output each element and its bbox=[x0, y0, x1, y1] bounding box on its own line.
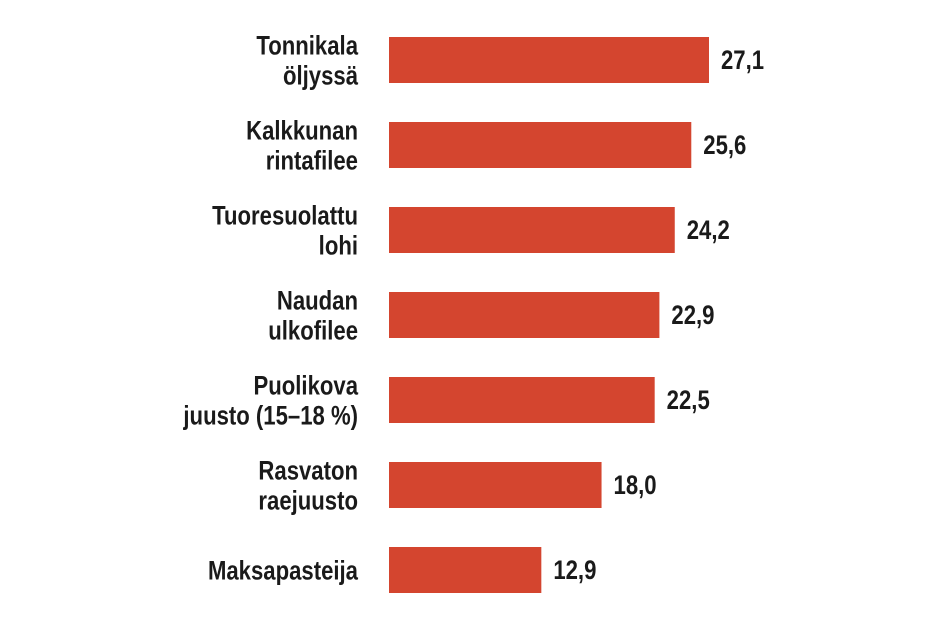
category-label: Rasvaton raejuusto bbox=[258, 456, 358, 516]
category-label: Tuoresuolattu lohi bbox=[212, 201, 358, 261]
bar bbox=[389, 547, 542, 593]
value-label: 22,9 bbox=[671, 301, 714, 331]
value-label: 12,9 bbox=[553, 556, 596, 586]
category-label: Maksapasteija bbox=[208, 556, 358, 586]
bar bbox=[389, 122, 692, 168]
category-label: Puolikova juusto (15–18 %) bbox=[183, 371, 359, 431]
category-label: Naudan ulkofilee bbox=[268, 286, 358, 346]
bar bbox=[389, 292, 660, 338]
value-label: 24,2 bbox=[687, 216, 730, 246]
category-label: Kalkkunan rintafilee bbox=[246, 116, 358, 176]
bar bbox=[389, 207, 675, 253]
category-label: Tonnikala öljyssä bbox=[256, 31, 358, 91]
bar bbox=[389, 377, 655, 423]
bar bbox=[389, 462, 602, 508]
value-label: 25,6 bbox=[703, 131, 746, 161]
value-label: 22,5 bbox=[667, 386, 710, 416]
value-label: 18,0 bbox=[614, 471, 657, 501]
value-label: 27,1 bbox=[721, 46, 764, 76]
bar bbox=[389, 37, 709, 83]
